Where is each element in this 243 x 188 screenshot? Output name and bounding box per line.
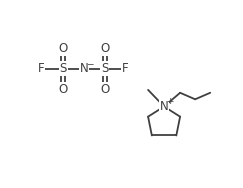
Text: +: +	[166, 97, 173, 106]
Text: S: S	[60, 62, 67, 75]
Text: O: O	[100, 42, 109, 55]
Text: −: −	[86, 59, 93, 68]
Text: N: N	[160, 100, 168, 113]
Text: O: O	[100, 83, 109, 96]
Text: F: F	[122, 62, 129, 75]
Text: O: O	[59, 83, 68, 96]
Text: S: S	[101, 62, 108, 75]
Text: N: N	[80, 62, 88, 75]
Text: O: O	[59, 42, 68, 55]
Text: F: F	[37, 62, 44, 75]
